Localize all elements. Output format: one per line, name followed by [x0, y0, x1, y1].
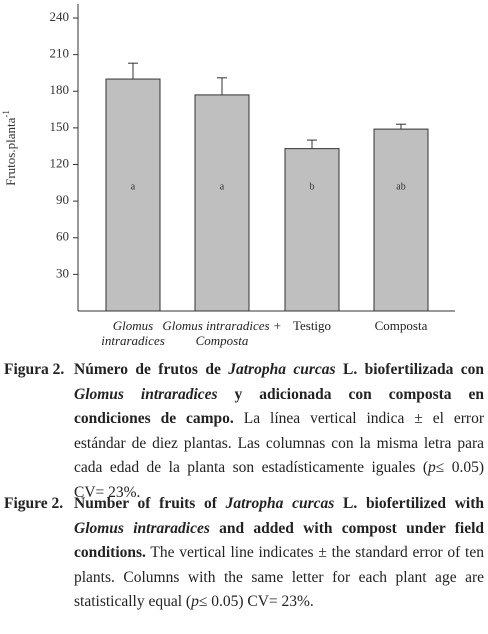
y-tick-label: 60 — [56, 229, 69, 244]
caption-label: Figura 2. — [4, 361, 65, 378]
caption-run: L. biofertilizada con — [335, 361, 484, 378]
x-tick-label: Glomus intraradices — [101, 318, 165, 348]
caption-run: and added with compost under field condi… — [74, 519, 485, 562]
y-tick-label: 90 — [56, 192, 69, 207]
caption-run: y adicionada con composta en condiciones… — [74, 385, 484, 428]
caption-body: Número de frutos de Jatropha curcas L. b… — [74, 358, 484, 505]
bar — [105, 78, 161, 312]
caption-run: Number of fruits of — [74, 495, 226, 512]
caption-run: L. biofertilized with — [334, 495, 484, 512]
y-tick-label: 180 — [50, 82, 70, 97]
caption-label: Figure 2. — [4, 495, 64, 512]
y-axis-label: Frutos.planta-1 — [1, 110, 18, 186]
y-label-text: Frutos.planta — [3, 117, 18, 185]
caption-run: Número de frutos de — [74, 361, 229, 378]
bar-letter: a — [220, 181, 225, 192]
x-tick-label: Glomus intraradices + Composta — [162, 318, 282, 348]
y-tick-label: 210 — [50, 46, 70, 61]
caption-run: ≤ 0.05) CV= 23%. — [198, 593, 314, 610]
y-tick-label: 30 — [56, 265, 69, 280]
caption-run: p — [428, 459, 436, 476]
x-tick-label: Composta — [374, 318, 428, 333]
y-tick-label: 120 — [50, 155, 70, 170]
bar — [284, 148, 340, 312]
bar — [194, 94, 250, 312]
y-label-sup: -1 — [1, 110, 11, 118]
y-tick-label: 150 — [50, 119, 70, 134]
caption-run: La línea vertical indica ± el error está… — [74, 410, 484, 476]
bar-letter: b — [310, 181, 315, 192]
caption-run: Glomus intraradices — [74, 385, 218, 403]
caption-run: ≤ 0.05) CV= 23%. — [74, 459, 484, 501]
caption-body: Number of fruits of Jatropha curcas L. b… — [74, 492, 484, 615]
caption-run: The vertical line indicates ± the standa… — [74, 544, 484, 610]
y-tick-label: 240 — [50, 9, 70, 24]
caption: Figura 2. Número de frutos de Jatropha cu… — [4, 358, 484, 505]
caption-run: p — [191, 593, 199, 610]
caption: Figure 2. Number of fruits of Jatropha cu… — [4, 492, 484, 615]
x-tick-label: Testigo — [292, 318, 332, 333]
bar-letter: a — [131, 181, 136, 192]
bar — [373, 128, 429, 312]
caption-run: Jatropha curcas — [228, 361, 336, 378]
bar-letter: ab — [396, 181, 405, 192]
caption-run: Glomus intraradices — [74, 519, 210, 537]
caption-run: Jatropha curcas — [225, 495, 335, 512]
